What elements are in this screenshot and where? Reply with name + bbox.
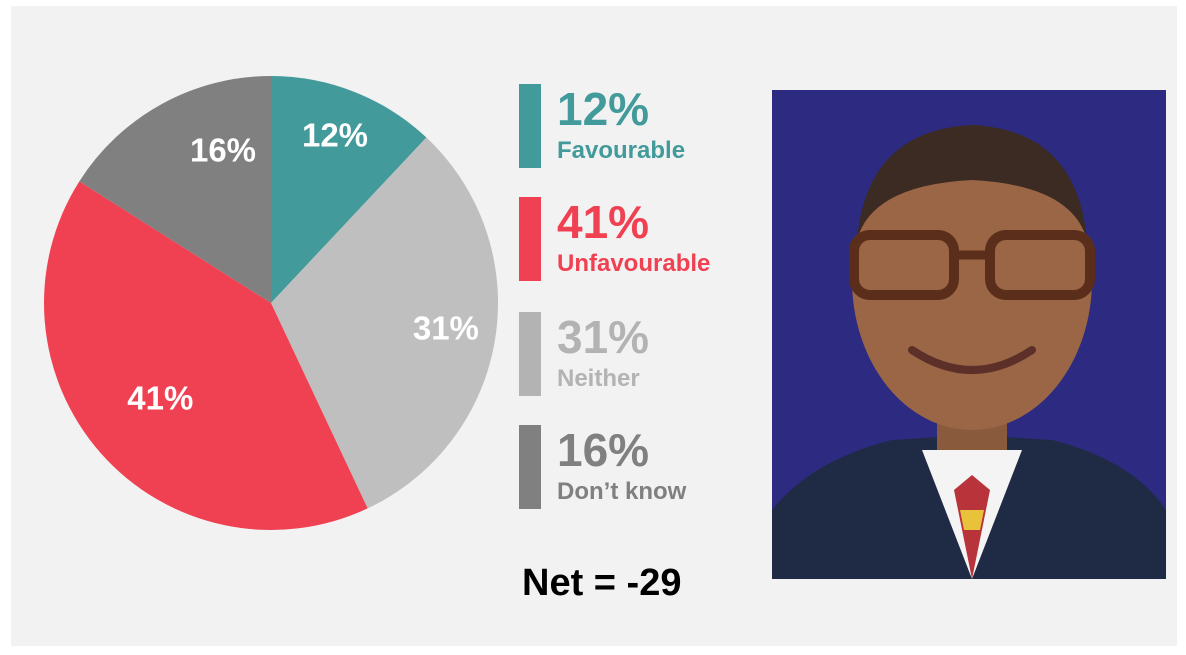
pie-chart: 12% 31% 41% 16% bbox=[44, 76, 498, 530]
pie-slice-neither bbox=[271, 137, 498, 509]
legend-label-neither: Neither bbox=[557, 365, 640, 392]
pie-label-neither: 31% bbox=[413, 309, 479, 346]
pie-label-don-t-know: 16% bbox=[190, 132, 256, 169]
portrait-illustration bbox=[772, 125, 1166, 579]
net-score: Net = -29 bbox=[522, 562, 682, 604]
legend-value-unfavourable: 41% bbox=[557, 196, 650, 248]
legend-swatch-unfavourable bbox=[519, 197, 541, 281]
legend-label-dont-know: Don’t know bbox=[557, 478, 687, 505]
legend-value-dont-know: 16% bbox=[557, 424, 650, 476]
legend-value-neither: 31% bbox=[557, 311, 650, 363]
pie-slice-unfavourable bbox=[44, 181, 368, 530]
pie-slice-favourable bbox=[271, 76, 427, 303]
legend-label-unfavourable: Unfavourable bbox=[557, 250, 711, 277]
pie-label-favourable: 12% bbox=[302, 117, 368, 154]
legend-swatch-favourable bbox=[519, 84, 541, 168]
portrait-photo bbox=[772, 90, 1166, 579]
legend-swatch-dont-know bbox=[519, 425, 541, 509]
chart-panel: 12% 31% 41% 16% 12% Favourable 41% Unfavour… bbox=[11, 6, 1177, 646]
legend-label-favourable: Favourable bbox=[557, 137, 686, 164]
pie-label-unfavourable: 41% bbox=[127, 379, 193, 416]
legend-value-favourable: 12% bbox=[557, 83, 650, 135]
legend-swatch-neither bbox=[519, 312, 541, 396]
pie-slice-don-t-know bbox=[79, 76, 272, 303]
